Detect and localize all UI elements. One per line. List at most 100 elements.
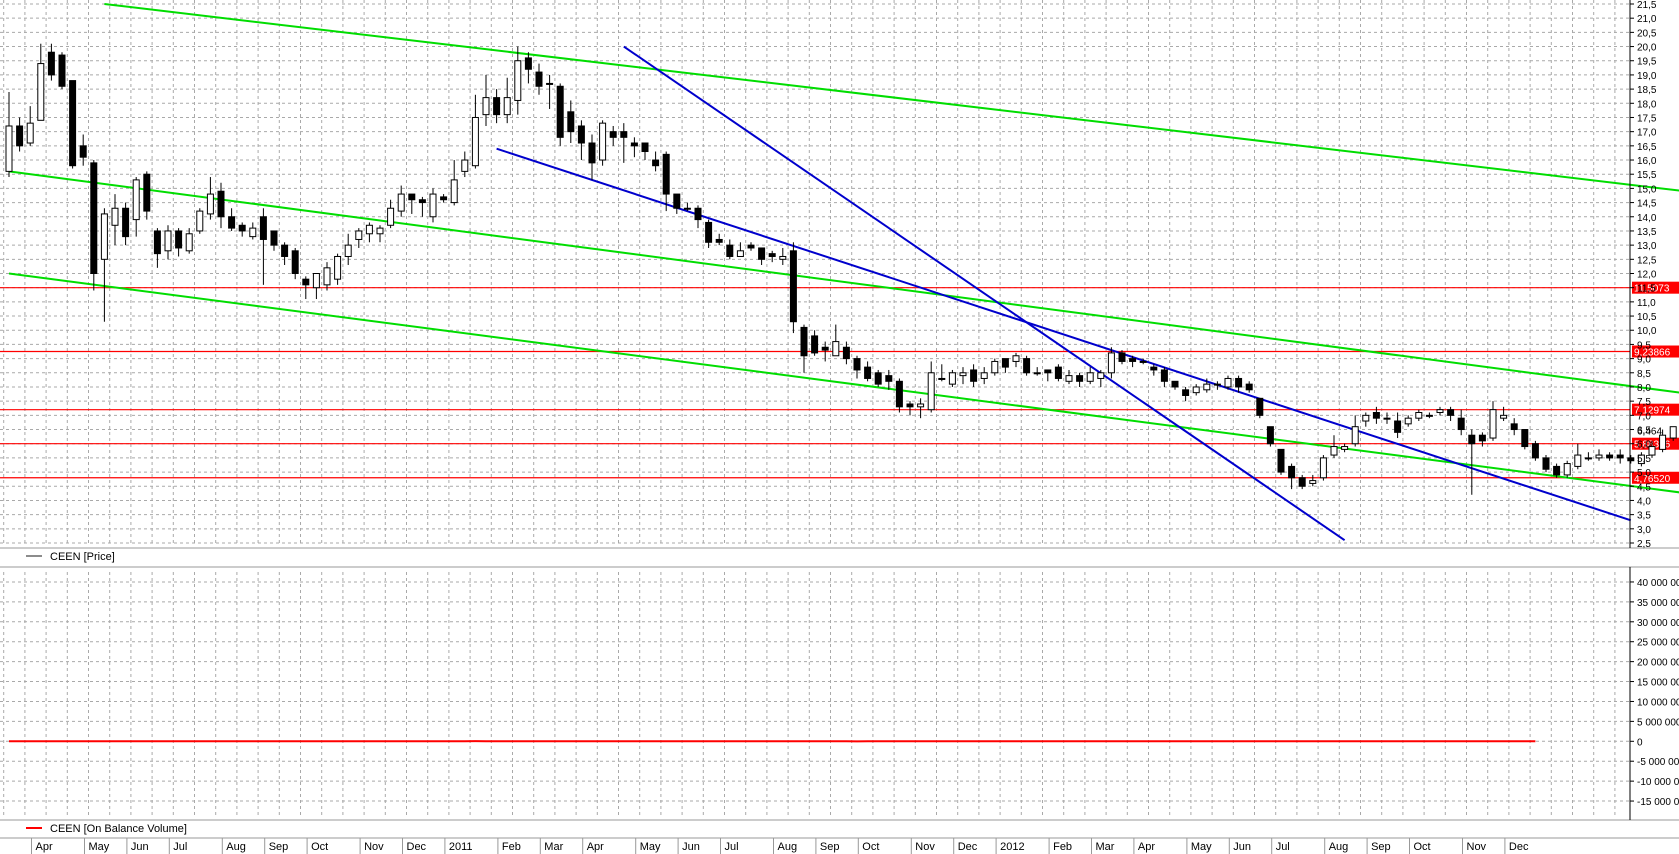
- candle-body: [344, 244, 352, 257]
- candle-body: [1001, 358, 1009, 368]
- candle-body: [1341, 446, 1349, 450]
- candlestick: [334, 253, 342, 285]
- candle-body: [1235, 377, 1243, 388]
- candlestick: [153, 228, 161, 268]
- candlestick: [567, 100, 575, 144]
- candle-body: [482, 97, 490, 116]
- candlestick: [874, 369, 882, 387]
- candlestick: [1510, 418, 1518, 436]
- candle-body: [217, 190, 225, 218]
- x-tick-label: Jun: [131, 841, 149, 853]
- candle-body: [1044, 369, 1052, 374]
- candlestick: [917, 398, 925, 419]
- candlestick: [1521, 429, 1529, 450]
- candle-body: [111, 207, 119, 226]
- x-tick-label: Oct: [1414, 841, 1431, 853]
- candlestick: [789, 242, 797, 334]
- price-tick-label: 6,5: [1637, 426, 1651, 437]
- candle-body: [1457, 417, 1465, 431]
- candle-body: [132, 179, 140, 221]
- candlestick: [736, 242, 744, 257]
- candle-body: [1394, 420, 1402, 433]
- candlestick: [1457, 409, 1465, 436]
- candlestick: [1266, 426, 1274, 447]
- candlestick: [959, 367, 967, 385]
- candle-body: [599, 122, 607, 161]
- x-tick-label: 2012: [1000, 841, 1024, 853]
- candlestick: [821, 341, 829, 362]
- candlestick: [1447, 406, 1455, 422]
- candle-body: [1383, 417, 1391, 420]
- candle-body: [47, 51, 55, 76]
- candlestick: [1118, 350, 1126, 365]
- candle-body: [938, 377, 946, 380]
- candle-body: [1595, 454, 1603, 459]
- price-tick-label: 17,5: [1637, 113, 1657, 124]
- candle-body: [1086, 372, 1094, 382]
- candle-body: [864, 366, 872, 379]
- candle-body: [376, 227, 384, 235]
- level-label: 4,76520: [1634, 474, 1671, 485]
- candle-body: [461, 159, 469, 172]
- candlestick: [164, 225, 172, 260]
- candlestick: [514, 46, 522, 115]
- x-tick-label: May: [640, 841, 661, 853]
- candlestick: [1192, 384, 1200, 396]
- candle-body: [927, 372, 935, 411]
- candle-body: [1531, 443, 1539, 459]
- price-tick-label: 5,5: [1637, 454, 1651, 465]
- candle-body: [917, 403, 925, 408]
- candlestick: [1065, 369, 1073, 385]
- price-tick-label: 13,5: [1637, 227, 1657, 238]
- candlestick: [1436, 406, 1444, 416]
- level-label-box: [1632, 471, 1679, 484]
- price-tick-label: 4,5: [1637, 482, 1651, 493]
- candlestick: [895, 378, 903, 413]
- candle-body: [726, 244, 734, 257]
- candlestick: [1309, 474, 1317, 487]
- candle-body: [1510, 423, 1518, 431]
- price-tick-label: 2,5: [1637, 539, 1651, 550]
- candlestick: [217, 182, 225, 229]
- price-tick-label: 7,5: [1637, 397, 1651, 408]
- candle-body: [1489, 409, 1497, 439]
- x-tick-label: Jul: [725, 841, 739, 853]
- candle-body: [1192, 386, 1200, 394]
- price-tick-label: 21,0: [1637, 14, 1657, 25]
- x-tick-label: Jun: [682, 841, 700, 853]
- candle-body: [1404, 417, 1412, 425]
- level-label-box: [1632, 403, 1679, 416]
- obv-tick-label: 40 000 000: [1637, 578, 1679, 589]
- candle-body: [736, 250, 744, 257]
- candlestick: [1669, 426, 1677, 441]
- candle-body: [1351, 426, 1359, 445]
- candle-body: [546, 82, 554, 85]
- price-tick-label: 21,5: [1637, 0, 1657, 11]
- candle-body: [1213, 383, 1221, 386]
- obv-y-axis: 40 000 000 35 000 000 30 000 000 25 000 000…: [1629, 567, 1679, 820]
- candlestick: [132, 177, 140, 237]
- time-x-axis: Apr May Jun Jul Aug Sep Oct Nov Dec 2011 Feb Mar Apr…: [31, 838, 1529, 854]
- price-tick-label: 10,5: [1637, 312, 1657, 323]
- candlestick: [588, 134, 596, 180]
- candle-body: [259, 216, 267, 240]
- candle-body: [1065, 375, 1073, 382]
- candlestick: [1542, 455, 1550, 473]
- price-tick-label: 10,0: [1637, 326, 1657, 337]
- candle-body: [1584, 457, 1592, 460]
- candle-body: [747, 244, 755, 249]
- candle-body: [387, 207, 395, 226]
- obv-tick-label: -5 000 000: [1637, 757, 1679, 768]
- candlestick: [842, 341, 850, 365]
- candle-body: [662, 153, 670, 195]
- x-tick-label: Feb: [502, 841, 521, 853]
- x-tick-label: Mar: [544, 841, 563, 853]
- candlestick: [440, 194, 448, 203]
- candle-body: [1298, 477, 1306, 487]
- candle-body: [503, 97, 511, 116]
- candle-body: [1277, 448, 1285, 473]
- level-label: 7,12974: [1634, 406, 1671, 417]
- candle-body: [1606, 454, 1614, 459]
- candle-body: [1224, 377, 1232, 388]
- obv-tick-label: 35 000 000: [1637, 598, 1679, 609]
